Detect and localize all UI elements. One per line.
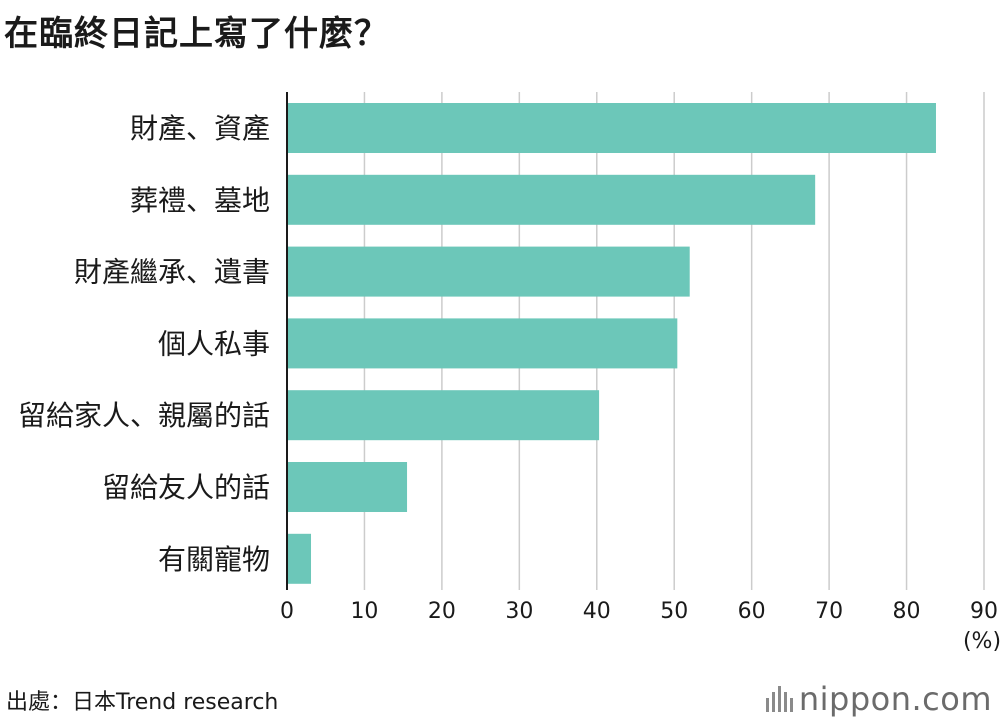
category-label: 財產、資產 bbox=[130, 112, 270, 145]
logo-suffix: .com bbox=[911, 680, 992, 718]
logo-mark-icon bbox=[765, 686, 793, 712]
bar bbox=[287, 533, 312, 584]
bar bbox=[287, 462, 408, 512]
category-label: 有關寵物 bbox=[158, 543, 270, 576]
category-label: 個人私事 bbox=[158, 327, 270, 360]
x-tick-label: 20 bbox=[428, 599, 456, 624]
x-unit-label: (%) bbox=[963, 629, 1000, 654]
x-tick-label: 0 bbox=[280, 599, 294, 624]
bar bbox=[287, 246, 690, 297]
nippon-logo: nippon .com bbox=[765, 680, 992, 718]
x-tick-label: 50 bbox=[660, 599, 688, 624]
source-note: 出處：日本Trend research bbox=[6, 690, 279, 715]
bar bbox=[287, 103, 936, 153]
x-tick-label: 40 bbox=[583, 599, 611, 624]
x-tick-label: 90 bbox=[970, 599, 998, 624]
logo-name: nippon bbox=[798, 680, 912, 718]
bar bbox=[287, 390, 600, 441]
x-tick-label: 70 bbox=[815, 599, 843, 624]
bar bbox=[287, 318, 678, 369]
bars bbox=[287, 103, 936, 584]
x-tick-label: 30 bbox=[505, 599, 533, 624]
x-tick-label: 80 bbox=[893, 599, 921, 624]
x-tick-label: 10 bbox=[350, 599, 378, 624]
category-label: 留給友人的話 bbox=[102, 471, 270, 504]
category-label: 葬禮、墓地 bbox=[130, 184, 270, 217]
chart-title: 在臨終日記上寫了什麼？ bbox=[4, 14, 389, 54]
category-label: 留給家人、親屬的話 bbox=[18, 399, 270, 432]
x-tick-labels: 0 10 20 30 40 50 60 70 80 90 bbox=[280, 599, 998, 624]
x-tick-label: 60 bbox=[738, 599, 766, 624]
category-label: 財產繼承、遺書 bbox=[74, 256, 270, 289]
bar bbox=[287, 174, 816, 225]
